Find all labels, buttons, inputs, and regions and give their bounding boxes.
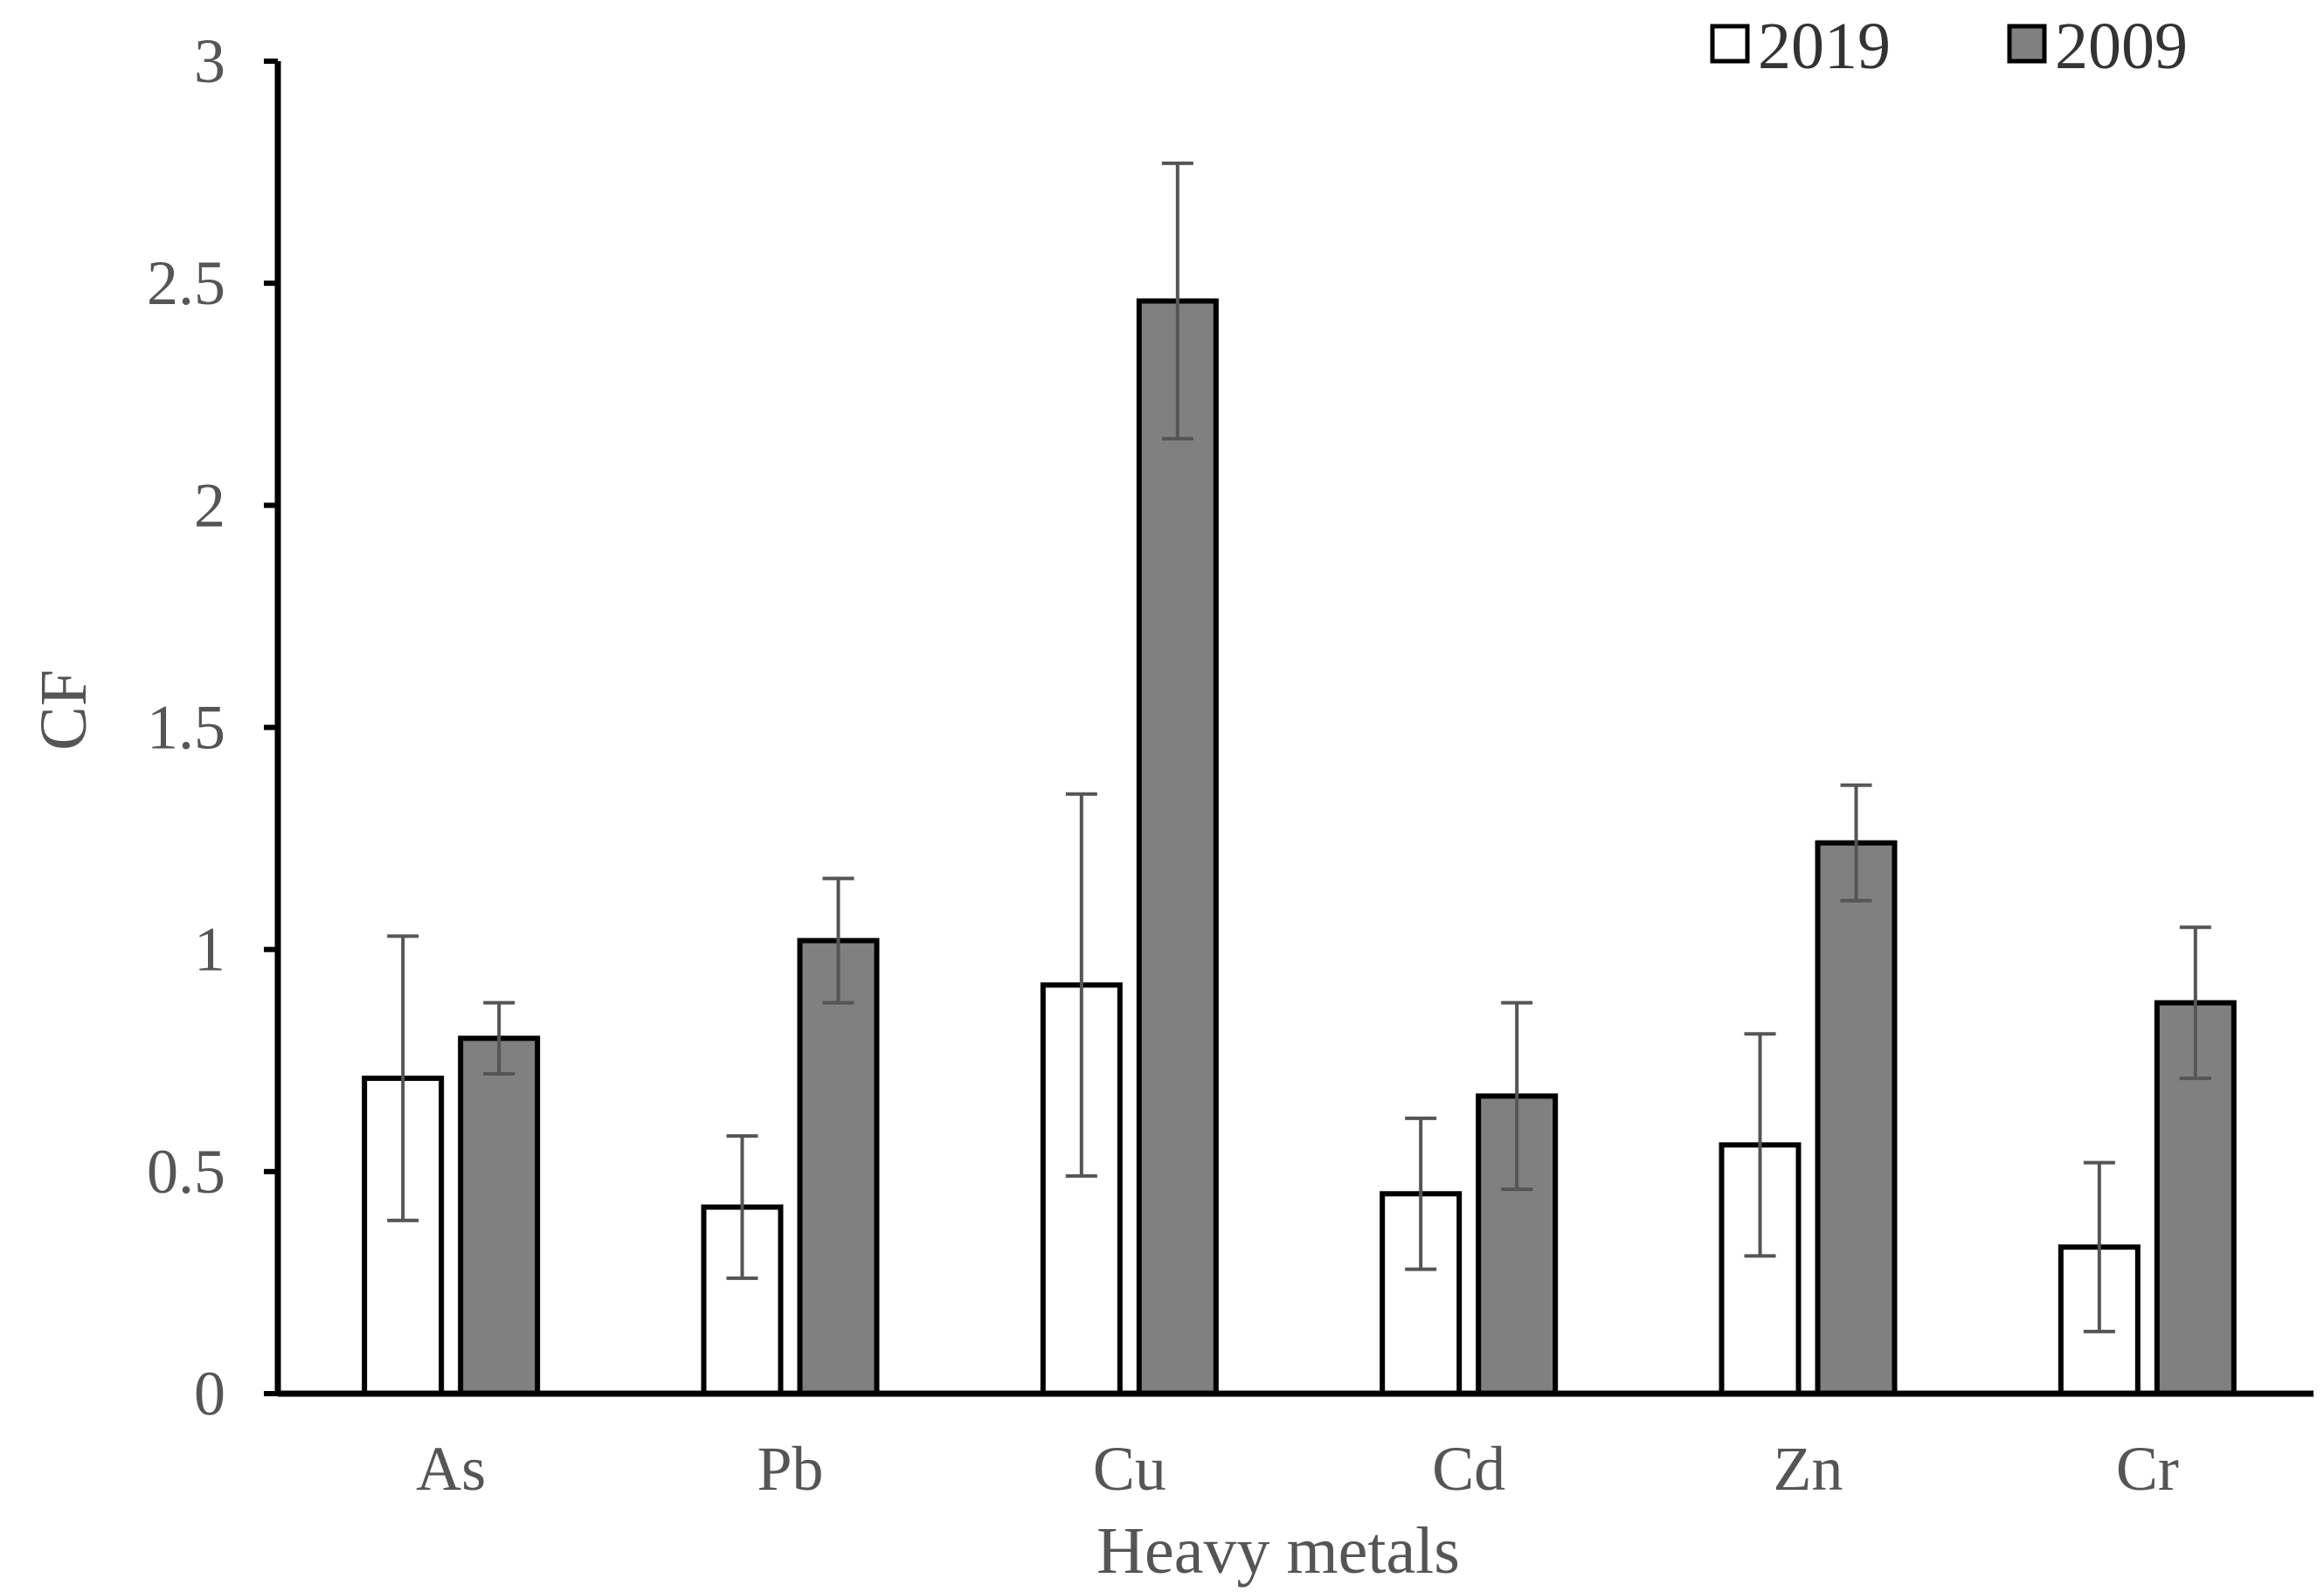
y-tick-label: 2 xyxy=(194,470,225,540)
y-ticks: 0 0.5 1 1.5 2 2.5 3 xyxy=(147,26,278,1429)
legend-swatch-2019 xyxy=(1710,24,1750,64)
y-tick-label: 3 xyxy=(194,26,225,96)
bar-Cu-2009 xyxy=(1136,298,1219,1396)
x-axis-title: Heavy metals xyxy=(1096,1514,1460,1588)
y-tick-label: 1 xyxy=(194,915,225,985)
y-tick-label: 1.5 xyxy=(147,693,225,763)
y-tick-label: 0 xyxy=(194,1359,225,1429)
x-category-label-Pb: Pb xyxy=(757,1434,823,1504)
bar-layer xyxy=(362,161,2237,1397)
x-category-label-Cu: Cu xyxy=(1093,1434,1166,1504)
x-category-label-Cd: Cd xyxy=(1432,1434,1505,1504)
y-tick-label: 2.5 xyxy=(147,248,225,318)
legend-label-2009: 2009 xyxy=(2055,10,2188,83)
bar-Zn-2009 xyxy=(1815,840,1898,1396)
y-axis-title: CF xyxy=(27,669,100,751)
legend-swatch-2009 xyxy=(2007,24,2047,64)
x-category-label-As: As xyxy=(416,1434,486,1504)
x-category-label-Cr: Cr xyxy=(2116,1434,2179,1504)
x-category-label-Zn: Zn xyxy=(1774,1434,1843,1504)
bar-Pb-2009 xyxy=(797,938,880,1396)
x-category-labels: As Pb Cu Cd Zn Cr xyxy=(416,1434,2179,1504)
axes xyxy=(274,61,2314,1397)
y-tick-label: 0.5 xyxy=(147,1137,225,1207)
bar-As-2009 xyxy=(458,1035,541,1397)
legend-label-2019: 2019 xyxy=(1758,10,1891,83)
legend: 2019 2009 xyxy=(1710,10,2188,83)
